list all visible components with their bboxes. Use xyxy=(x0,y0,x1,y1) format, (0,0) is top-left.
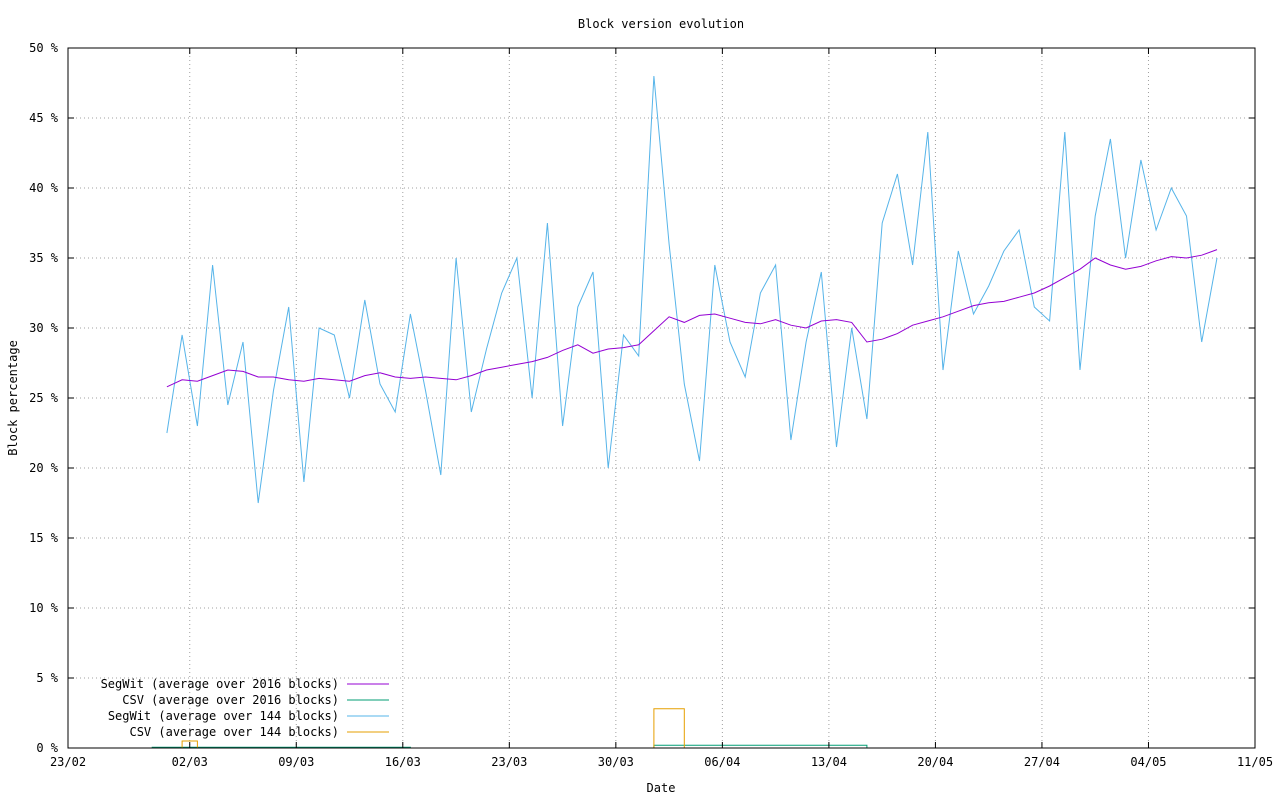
x-axis-ticks: 23/02 02/03 09/03 16/03 23/03 30/03 06/04 13/04… xyxy=(50,48,1273,769)
y-tick-label: 20 % xyxy=(29,461,59,475)
y-axis-ticks: 0 % 5 % 10 % 15 % 20 % 25 % 30 % 35 % 40 % 45 % 50… xyxy=(29,41,1255,755)
y-tick-label: 25 % xyxy=(29,391,59,405)
y-tick-label: 0 % xyxy=(36,741,58,755)
x-tick-label: 02/03 xyxy=(172,755,208,769)
x-tick-label: 23/03 xyxy=(491,755,527,769)
legend-label: CSV (average over 144 blocks) xyxy=(129,725,339,739)
legend-label: SegWit (average over 144 blocks) xyxy=(108,709,339,723)
y-tick-label: 35 % xyxy=(29,251,59,265)
legend: SegWit (average over 2016 blocks) CSV (av… xyxy=(101,677,389,739)
series-line-3 xyxy=(166,75,1218,504)
x-tick-label: 11/05 xyxy=(1237,755,1273,769)
series-line-1 xyxy=(166,249,1218,388)
x-tick-label: 23/02 xyxy=(50,755,86,769)
grid-lines xyxy=(68,48,1255,748)
y-tick-label: 15 % xyxy=(29,531,59,545)
x-tick-label: 06/04 xyxy=(704,755,740,769)
x-tick-label: 27/04 xyxy=(1024,755,1060,769)
y-tick-label: 40 % xyxy=(29,181,59,195)
series-lines xyxy=(151,75,1218,749)
y-tick-label: 50 % xyxy=(29,41,59,55)
y-tick-label: 45 % xyxy=(29,111,59,125)
chart-title: Block version evolution xyxy=(578,17,744,31)
x-tick-label: 09/03 xyxy=(278,755,314,769)
x-tick-label: 04/05 xyxy=(1130,755,1166,769)
x-tick-label: 13/04 xyxy=(811,755,847,769)
legend-label: SegWit (average over 2016 blocks) xyxy=(101,677,339,691)
y-tick-label: 5 % xyxy=(36,671,58,685)
x-tick-label: 20/04 xyxy=(917,755,953,769)
y-tick-label: 10 % xyxy=(29,601,59,615)
y-axis-label: Block percentage xyxy=(6,340,20,456)
x-tick-label: 16/03 xyxy=(385,755,421,769)
y-tick-label: 30 % xyxy=(29,321,59,335)
legend-label: CSV (average over 2016 blocks) xyxy=(122,693,339,707)
x-axis-label: Date xyxy=(647,781,676,795)
x-tick-label: 30/03 xyxy=(598,755,634,769)
